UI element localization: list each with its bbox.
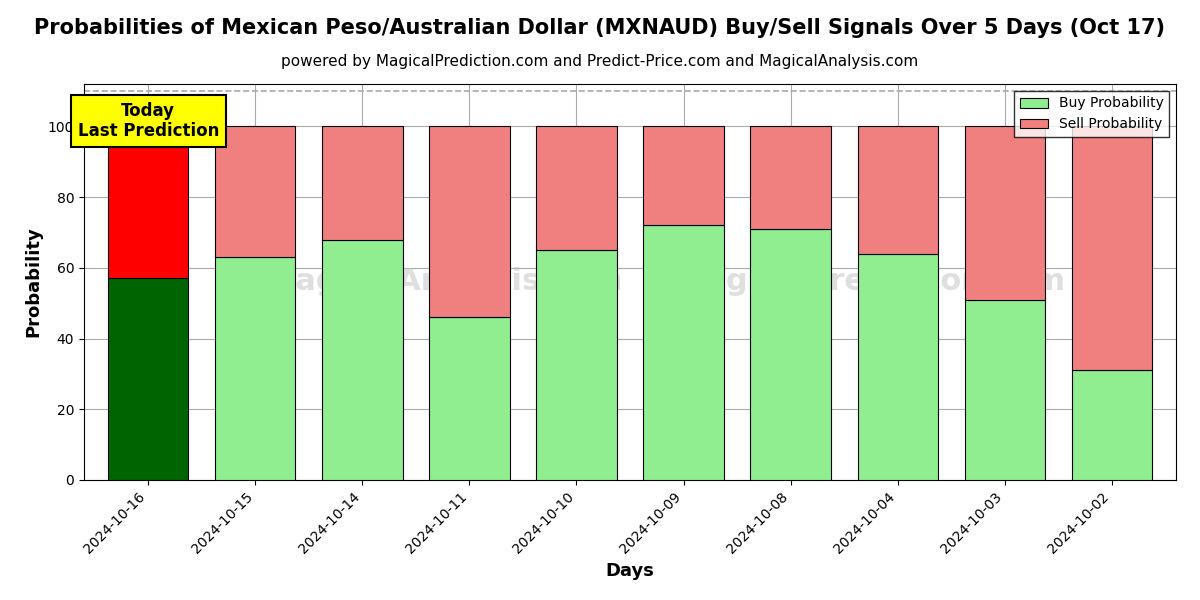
- Legend: Buy Probability, Sell Probability: Buy Probability, Sell Probability: [1014, 91, 1169, 137]
- Bar: [643, 226, 724, 480]
- Bar: [215, 257, 295, 480]
- Text: powered by MagicalPrediction.com and Predict-Price.com and MagicalAnalysis.com: powered by MagicalPrediction.com and Pre…: [281, 54, 919, 69]
- Bar: [323, 239, 402, 480]
- Text: Today
Last Prediction: Today Last Prediction: [78, 101, 218, 140]
- Bar: [965, 127, 1045, 299]
- Bar: [215, 127, 295, 257]
- Bar: [858, 254, 937, 480]
- Bar: [108, 278, 188, 480]
- Bar: [323, 127, 402, 239]
- Y-axis label: Probability: Probability: [24, 227, 42, 337]
- Bar: [108, 127, 188, 278]
- Text: MagicalAnalysis.com: MagicalAnalysis.com: [265, 268, 623, 296]
- Bar: [430, 127, 510, 317]
- Bar: [1072, 370, 1152, 480]
- Text: MagicalPrediction.com: MagicalPrediction.com: [676, 268, 1066, 296]
- Bar: [965, 299, 1045, 480]
- Bar: [536, 127, 617, 250]
- Bar: [750, 229, 830, 480]
- Text: Probabilities of Mexican Peso/Australian Dollar (MXNAUD) Buy/Sell Signals Over 5: Probabilities of Mexican Peso/Australian…: [35, 18, 1165, 38]
- Bar: [643, 127, 724, 226]
- Bar: [536, 250, 617, 480]
- Bar: [750, 127, 830, 229]
- X-axis label: Days: Days: [606, 562, 654, 580]
- Bar: [1072, 127, 1152, 370]
- Bar: [858, 127, 937, 254]
- Bar: [430, 317, 510, 480]
